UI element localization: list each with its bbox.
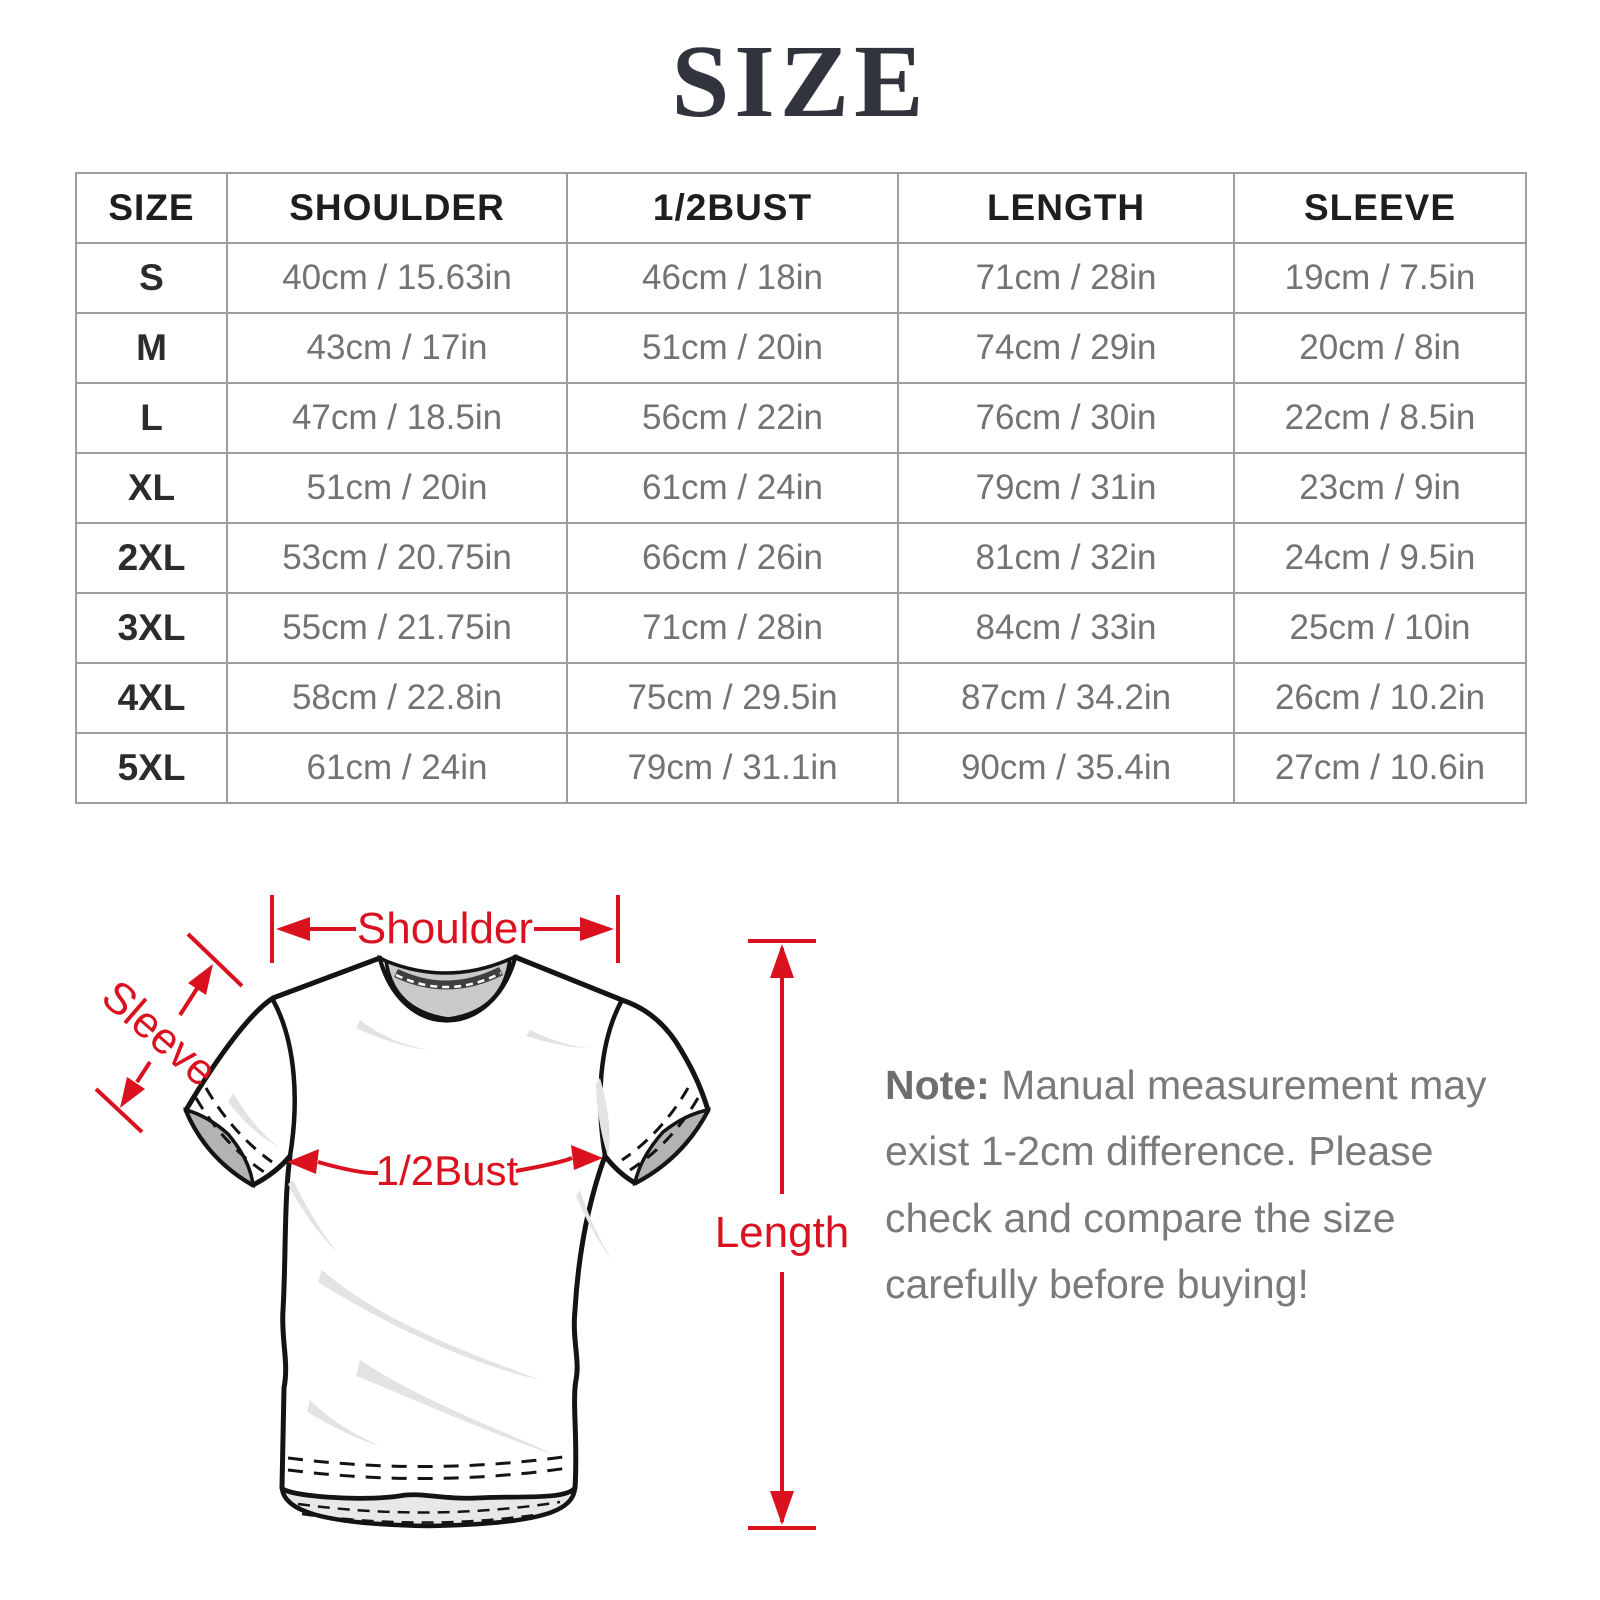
table-row: XL 51cm / 20in 61cm / 24in 79cm / 31in 23cm … [75, 452, 1527, 524]
collar-band [377, 954, 518, 1022]
value-cell: 71cm / 28in [566, 592, 899, 664]
size-table: SIZE SHOULDER 1/2BUST LENGTH SLEEVE S 40cm / … [75, 172, 1527, 804]
value-cell: 46cm / 18in [566, 242, 899, 314]
size-cell: 5XL [75, 732, 228, 804]
note-body: Manual measurement may exist 1-2cm diffe… [885, 1062, 1487, 1308]
note-label: Note: [885, 1062, 990, 1108]
table-row: 5XL 61cm / 24in 79cm / 31.1in 90cm / 35.4in… [75, 732, 1527, 804]
hem-stitches [287, 1454, 571, 1481]
length-measure: Length [715, 939, 850, 1530]
hem-band [279, 1480, 578, 1529]
header-row: SIZE SHOULDER 1/2BUST LENGTH SLEEVE [75, 172, 1527, 244]
right-sleeve-seam [598, 998, 624, 1157]
tshirt-body [183, 954, 711, 1501]
page-title: SIZE [671, 24, 929, 139]
hem-band-stitches [297, 1500, 561, 1524]
size-cell: 2XL [75, 522, 228, 594]
bust-arrow-label: 1/2Bust [376, 1147, 519, 1194]
size-cell: 3XL [75, 592, 228, 664]
tshirt-diagram: Shoulder Sleeve 1/2Bust [92, 895, 850, 1530]
value-cell: 90cm / 35.4in [897, 732, 1235, 804]
length-arrow-label: Length [715, 1208, 850, 1257]
column-header: SLEEVE [1233, 172, 1527, 244]
table-row: 3XL 55cm / 21.75in 71cm / 28in 84cm / 33in 2… [75, 592, 1527, 664]
left-sleeve-seam [271, 998, 297, 1157]
cuff-stitches [194, 1087, 700, 1174]
value-cell: 84cm / 33in [897, 592, 1235, 664]
value-cell: 43cm / 17in [226, 312, 568, 384]
value-cell: 71cm / 28in [897, 242, 1235, 314]
collar-tape [394, 966, 504, 990]
column-header: LENGTH [897, 172, 1235, 244]
value-cell: 74cm / 29in [897, 312, 1235, 384]
value-cell: 75cm / 29.5in [566, 662, 899, 734]
table-row: L 47cm / 18.5in 56cm / 22in 76cm / 30in 22cm… [75, 382, 1527, 454]
size-cell: M [75, 312, 228, 384]
table-row: 2XL 53cm / 20.75in 66cm / 26in 81cm / 32in 2… [75, 522, 1527, 594]
value-cell: 55cm / 21.75in [226, 592, 568, 664]
table-row: S 40cm / 15.63in 46cm / 18in 71cm / 28in 19c… [75, 242, 1527, 314]
value-cell: 79cm / 31in [897, 452, 1235, 524]
value-cell: 27cm / 10.6in [1233, 732, 1527, 804]
value-cell: 23cm / 9in [1233, 452, 1527, 524]
value-cell: 81cm / 32in [897, 522, 1235, 594]
column-header: SIZE [75, 172, 228, 244]
value-cell: 87cm / 34.2in [897, 662, 1235, 734]
column-header: SHOULDER [226, 172, 568, 244]
value-cell: 76cm / 30in [897, 382, 1235, 454]
note-text: Note: Manual measurement may exist 1-2cm… [885, 1052, 1503, 1318]
value-cell: 53cm / 20.75in [226, 522, 568, 594]
value-cell: 66cm / 26in [566, 522, 899, 594]
value-cell: 24cm / 9.5in [1233, 522, 1527, 594]
column-header: 1/2BUST [566, 172, 899, 244]
value-cell: 61cm / 24in [566, 452, 899, 524]
table-row: 4XL 58cm / 22.8in 75cm / 29.5in 87cm / 34.2… [75, 662, 1527, 734]
value-cell: 58cm / 22.8in [226, 662, 568, 734]
value-cell: 22cm / 8.5in [1233, 382, 1527, 454]
collar-tape-stitch [395, 971, 502, 989]
value-cell: 56cm / 22in [566, 382, 899, 454]
shoulder-measure: Shoulder [270, 895, 620, 963]
table-row: M 43cm / 17in 51cm / 20in 74cm / 29in 20cm /… [75, 312, 1527, 384]
value-cell: 79cm / 31.1in [566, 732, 899, 804]
size-cell: XL [75, 452, 228, 524]
value-cell: 47cm / 18.5in [226, 382, 568, 454]
bust-measure: 1/2Bust [287, 1145, 603, 1194]
value-cell: 25cm / 10in [1233, 592, 1527, 664]
size-cell: 4XL [75, 662, 228, 734]
value-cell: 20cm / 8in [1233, 312, 1527, 384]
value-cell: 61cm / 24in [226, 732, 568, 804]
tshirt-drawing [183, 954, 712, 1529]
value-cell: 51cm / 20in [566, 312, 899, 384]
shoulder-arrow-label: Shoulder [357, 904, 533, 953]
value-cell: 19cm / 7.5in [1233, 242, 1527, 314]
value-cell: 26cm / 10.2in [1233, 662, 1527, 734]
wrinkles [228, 1020, 612, 1455]
size-table-body: S 40cm / 15.63in 46cm / 18in 71cm / 28in 19c… [75, 242, 1527, 804]
size-cell: L [75, 382, 228, 454]
value-cell: 51cm / 20in [226, 452, 568, 524]
value-cell: 40cm / 15.63in [226, 242, 568, 314]
size-cell: S [75, 242, 228, 314]
size-table-head: SIZE SHOULDER 1/2BUST LENGTH SLEEVE [75, 172, 1527, 244]
